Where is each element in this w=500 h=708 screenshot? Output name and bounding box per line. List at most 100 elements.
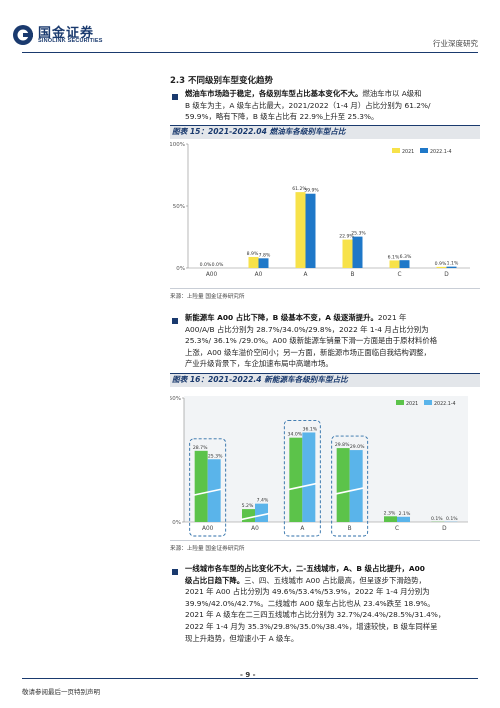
header-divider bbox=[22, 52, 478, 53]
bar-2022.1-4-A0 bbox=[258, 258, 269, 268]
bar-2021-C bbox=[384, 516, 397, 522]
data-label: 1.1% bbox=[447, 261, 459, 267]
x-tick-label: A bbox=[300, 526, 304, 532]
data-label: 6.1% bbox=[388, 254, 400, 260]
bar-2021-B bbox=[336, 448, 350, 522]
bar-2022.1-4-C bbox=[397, 516, 410, 522]
figure-16-titlebar bbox=[170, 373, 480, 387]
bar-2022.1-4-C bbox=[399, 260, 410, 268]
data-label: 25.3% bbox=[208, 453, 223, 459]
data-label: 36.1% bbox=[303, 426, 318, 432]
data-label: 7.8% bbox=[259, 252, 271, 258]
data-label: 22.9% bbox=[339, 234, 354, 240]
axis-break-mark bbox=[240, 512, 270, 521]
footer-divider bbox=[22, 678, 478, 679]
bar-2021-A0 bbox=[242, 509, 255, 522]
chart-nev-levels: 0% 50% 28.7%25.3% A00 5.2%7.4% A0 34.0%36.1% A 2… bbox=[170, 396, 468, 537]
data-label: 59.9% bbox=[304, 188, 319, 194]
x-tick-label: C bbox=[397, 272, 401, 278]
data-label: 6.3% bbox=[400, 254, 412, 260]
x-tick-label: A00 bbox=[202, 526, 214, 532]
y-tick-label: 0% bbox=[176, 266, 185, 272]
bar-2022.1-4-D bbox=[446, 266, 457, 268]
highlight-box bbox=[283, 420, 321, 537]
axis-break-mark bbox=[335, 487, 364, 495]
data-label: 5.2% bbox=[242, 503, 254, 509]
data-label: 0.1% bbox=[431, 516, 443, 522]
bar-2022.1-4-A bbox=[305, 193, 316, 268]
axis-break-mark bbox=[193, 488, 222, 496]
legend-label: 2022.1-4 bbox=[430, 149, 452, 155]
plot-area bbox=[184, 396, 468, 522]
bar-2021-A bbox=[289, 437, 303, 522]
figure-15-source: 来源：上险量 国金证券研究所 bbox=[170, 294, 245, 300]
highlight-box bbox=[331, 435, 369, 537]
bar-2022.1-4-A bbox=[302, 432, 316, 522]
data-label: 34.0% bbox=[288, 432, 303, 438]
figure-15-titlebar bbox=[170, 125, 480, 139]
legend-label: 2021 bbox=[402, 149, 414, 155]
paragraph-1-lead: 燃油车市场趋于稳定，各级别车型占比基本变化不大。 bbox=[185, 89, 363, 98]
data-label: 0.1% bbox=[446, 516, 458, 522]
legend-swatch-2022.1-4 bbox=[424, 400, 432, 405]
bullet-3 bbox=[172, 569, 178, 575]
data-label: 29.8% bbox=[335, 442, 350, 448]
report-type: 行业深度研究 bbox=[433, 39, 478, 48]
legend-label: 2022.1-4 bbox=[434, 401, 456, 407]
bar-2022.1-4-B bbox=[349, 450, 363, 522]
y-tick-label: 50% bbox=[170, 396, 181, 402]
bullet-2 bbox=[172, 318, 178, 324]
data-label: 2.3% bbox=[384, 510, 396, 516]
figure-15-title: 图表 15：2021-2022.04 燃油车各级别车型占比 bbox=[172, 127, 346, 136]
data-label: 25.3% bbox=[351, 231, 366, 237]
data-label: 0.0% bbox=[200, 262, 212, 268]
data-label: 61.2% bbox=[292, 186, 307, 192]
legend-swatch-2022.1-4 bbox=[420, 148, 428, 153]
legend-label: 2021 bbox=[406, 401, 418, 407]
brand-name-en: SINOLINK SECURITIES bbox=[38, 38, 103, 44]
brand-name-cn: 国金证券 bbox=[38, 26, 95, 41]
legend-swatch-2021 bbox=[396, 400, 404, 405]
plot-area bbox=[188, 142, 470, 268]
data-label: 28.7% bbox=[193, 445, 208, 451]
x-tick-label: A00 bbox=[206, 272, 218, 278]
x-tick-label: D bbox=[442, 526, 447, 532]
bar-2021-A bbox=[295, 192, 306, 268]
bar-2022.1-4-B bbox=[352, 236, 363, 268]
page-number: - 9 - bbox=[240, 671, 256, 679]
data-label: 8.9% bbox=[247, 251, 259, 257]
bar-2021-C bbox=[389, 260, 400, 268]
x-tick-label: D bbox=[444, 272, 449, 278]
bullet-1 bbox=[172, 94, 178, 100]
bar-2021-A0 bbox=[248, 256, 259, 268]
axis-break-mark bbox=[288, 482, 317, 491]
legend-swatch-2021 bbox=[392, 148, 400, 153]
data-label: 2.1% bbox=[399, 511, 411, 517]
data-label: 0.0% bbox=[212, 262, 224, 268]
x-tick-label: B bbox=[348, 526, 352, 532]
brand-logo-icon bbox=[13, 25, 33, 45]
figure-16-source-divider bbox=[170, 540, 480, 541]
figure-16-source: 来源：上险量 国金证券研究所 bbox=[170, 546, 245, 552]
bar-2021-D bbox=[436, 266, 447, 268]
x-tick-label: A0 bbox=[251, 526, 259, 532]
bar-2021-A00 bbox=[194, 450, 208, 522]
figure-15-source-divider bbox=[170, 288, 480, 289]
y-tick-label: 100% bbox=[170, 142, 185, 148]
data-label: 7.4% bbox=[257, 498, 269, 504]
bar-2022.1-4-A0 bbox=[255, 503, 268, 522]
x-tick-label: C bbox=[395, 526, 399, 532]
paragraph-1: 燃油车市场趋于稳定，各级别车型占比基本变化不大。燃油车市以 A级和 B 级车为主… bbox=[185, 89, 431, 122]
data-label: 29.0% bbox=[350, 444, 365, 450]
y-tick-label: 0% bbox=[172, 520, 181, 526]
x-tick-label: A0 bbox=[255, 272, 263, 278]
figure-16-title: 图表 16：2021-2022.4 新能源车各级别车型占比 bbox=[172, 375, 348, 384]
y-tick-label: 50% bbox=[173, 204, 185, 210]
section-title: 2.3 不同级别车型变化趋势 bbox=[170, 76, 274, 86]
paragraph-2: 新能源车 A00 占比下降，B 级基本不变，A 级逐渐提升。2021 年 A00… bbox=[185, 313, 438, 369]
x-tick-label: B bbox=[351, 272, 355, 278]
data-label: 0.9% bbox=[435, 261, 447, 267]
chart-fuel-vehicle-levels: 0% 50% 100% 0.0% 0.0% A00 8.9% 7.8% A0 61.2%59.9%… bbox=[170, 142, 470, 278]
bar-2021-B bbox=[342, 239, 353, 268]
x-tick-label: A bbox=[304, 272, 308, 278]
